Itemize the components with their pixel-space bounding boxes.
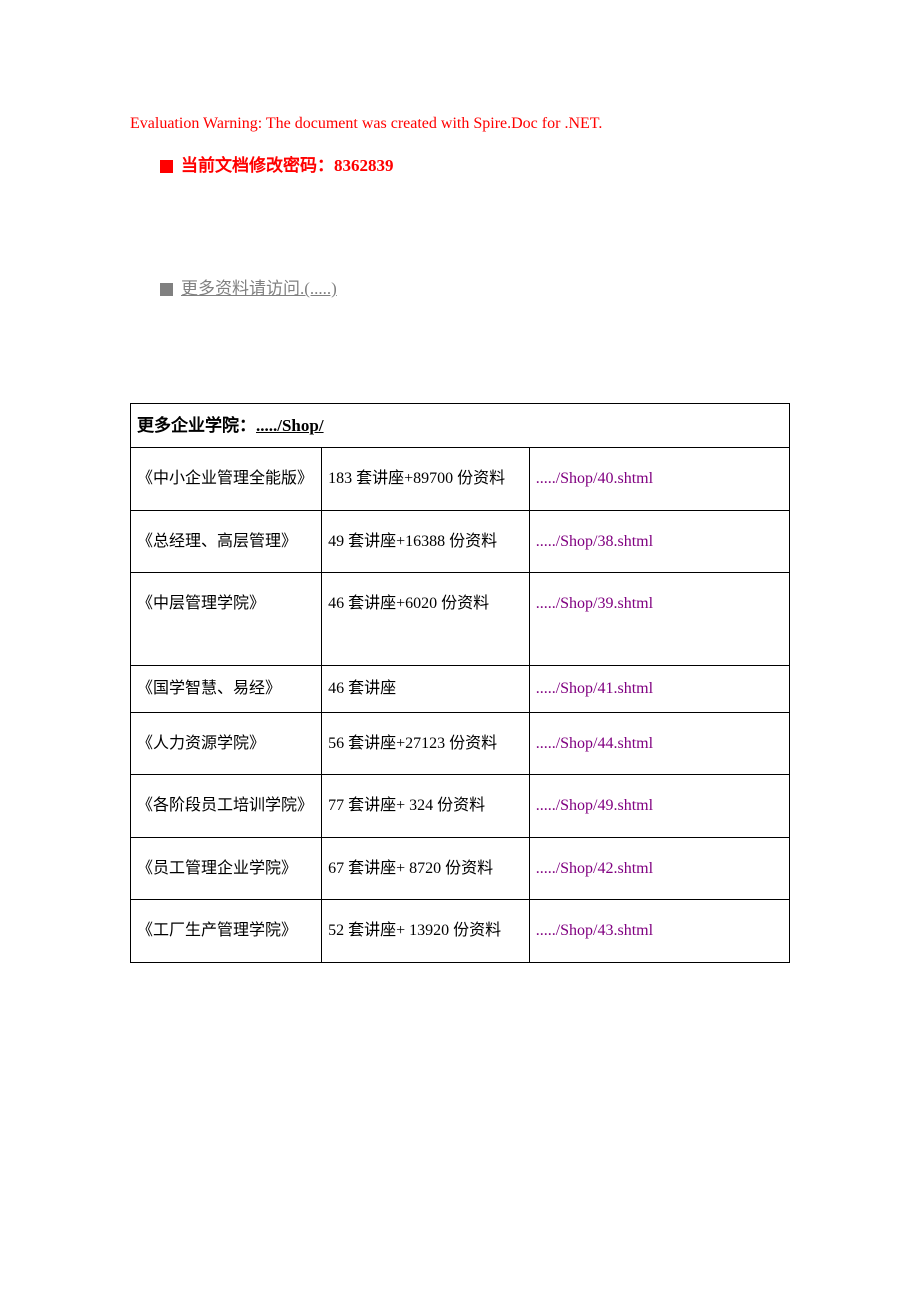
table-row: 《人力资源学院》 56 套讲座+27123 份资料 ...../Shop/44.… (131, 712, 790, 775)
course-content-cell: 77 套讲座+ 324 份资料 (322, 775, 530, 838)
course-link[interactable]: ...../Shop/49.shtml (536, 797, 653, 814)
evaluation-warning: Evaluation Warning: The document was cre… (130, 110, 790, 139)
red-square-icon (160, 160, 173, 173)
course-content-cell: 49 套讲座+16388 份资料 (322, 510, 530, 573)
spacer (130, 313, 790, 403)
course-name-cell: 《员工管理企业学院》 (131, 837, 322, 900)
spacer (130, 189, 790, 274)
table-row: 《员工管理企业学院》 67 套讲座+ 8720 份资料 ...../Shop/4… (131, 837, 790, 900)
course-name-cell: 《国学智慧、易经》 (131, 665, 322, 712)
course-link[interactable]: ...../Shop/42.shtml (536, 860, 653, 877)
course-link-cell: ...../Shop/44.shtml (529, 712, 789, 775)
table-header-cell: 更多企业学院：...../Shop/ (131, 403, 790, 447)
password-label: 当前文档修改密码： (181, 156, 334, 175)
course-content-cell: 67 套讲座+ 8720 份资料 (322, 837, 530, 900)
course-link-cell: ...../Shop/40.shtml (529, 448, 789, 511)
course-name-cell: 《中小企业管理全能版》 (131, 448, 322, 511)
table-row: 《各阶段员工培训学院》 77 套讲座+ 324 份资料 ...../Shop/4… (131, 775, 790, 838)
password-value: 8362839 (334, 156, 394, 175)
table-header-row: 更多企业学院：...../Shop/ (131, 403, 790, 447)
course-link-cell: ...../Shop/43.shtml (529, 900, 789, 963)
course-name-cell: 《中层管理学院》 (131, 573, 322, 666)
table-row: 《工厂生产管理学院》 52 套讲座+ 13920 份资料 ...../Shop/… (131, 900, 790, 963)
course-link[interactable]: ...../Shop/41.shtml (536, 680, 653, 697)
course-link-cell: ...../Shop/41.shtml (529, 665, 789, 712)
course-content-cell: 46 套讲座+6020 份资料 (322, 573, 530, 666)
course-content-cell: 183 套讲座+89700 份资料 (322, 448, 530, 511)
course-name-cell: 《各阶段员工培训学院》 (131, 775, 322, 838)
password-text: 当前文档修改密码：8362839 (181, 151, 394, 182)
course-name-cell: 《总经理、高层管理》 (131, 510, 322, 573)
course-content-cell: 52 套讲座+ 13920 份资料 (322, 900, 530, 963)
course-link[interactable]: ...../Shop/38.shtml (536, 533, 653, 550)
course-link-cell: ...../Shop/49.shtml (529, 775, 789, 838)
table-row: 《国学智慧、易经》 46 套讲座 ...../Shop/41.shtml (131, 665, 790, 712)
course-link[interactable]: ...../Shop/44.shtml (536, 735, 653, 752)
course-link-cell: ...../Shop/42.shtml (529, 837, 789, 900)
table-row: 《中小企业管理全能版》 183 套讲座+89700 份资料 ...../Shop… (131, 448, 790, 511)
course-content-cell: 56 套讲座+27123 份资料 (322, 712, 530, 775)
more-resources-line: 更多资料请访问.(.....) (160, 274, 790, 305)
course-link-cell: ...../Shop/39.shtml (529, 573, 789, 666)
course-content-cell: 46 套讲座 (322, 665, 530, 712)
course-link[interactable]: ...../Shop/39.shtml (536, 595, 653, 612)
more-resources-link[interactable]: 更多资料请访问.(.....) (181, 274, 337, 305)
course-link[interactable]: ...../Shop/43.shtml (536, 922, 653, 939)
course-table: 更多企业学院：...../Shop/ 《中小企业管理全能版》 183 套讲座+8… (130, 403, 790, 963)
table-row: 《中层管理学院》 46 套讲座+6020 份资料 ...../Shop/39.s… (131, 573, 790, 666)
gray-square-icon (160, 283, 173, 296)
course-name-cell: 《工厂生产管理学院》 (131, 900, 322, 963)
course-link[interactable]: ...../Shop/40.shtml (536, 470, 653, 487)
header-prefix: 更多企业学院： (137, 416, 256, 435)
password-line: 当前文档修改密码：8362839 (160, 151, 790, 182)
course-link-cell: ...../Shop/38.shtml (529, 510, 789, 573)
course-name-cell: 《人力资源学院》 (131, 712, 322, 775)
table-row: 《总经理、高层管理》 49 套讲座+16388 份资料 ...../Shop/3… (131, 510, 790, 573)
header-link[interactable]: ...../Shop/ (256, 416, 324, 435)
